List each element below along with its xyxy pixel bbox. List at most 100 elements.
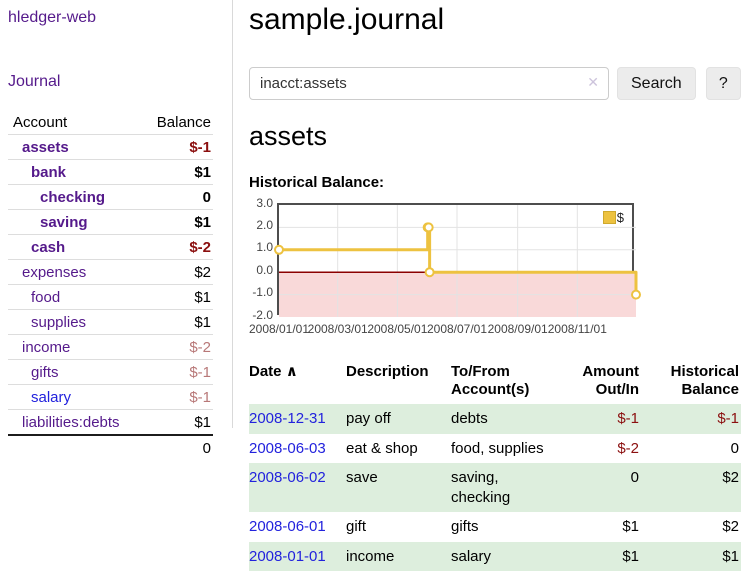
register-header-date: Date ∧ bbox=[249, 362, 298, 380]
account-row: bank $1 bbox=[8, 159, 213, 185]
transaction-accounts: gifts bbox=[451, 518, 479, 536]
account-balance: $-1 bbox=[136, 134, 213, 160]
account-link[interactable]: income bbox=[22, 339, 71, 356]
page-title: sample.journal bbox=[249, 3, 445, 36]
account-balance: 0 bbox=[136, 184, 213, 210]
account-row: salary $-1 bbox=[8, 384, 213, 410]
data-point-marker bbox=[631, 289, 641, 300]
transaction-amount: $1 bbox=[569, 541, 649, 572]
account-row: expenses $2 bbox=[8, 259, 213, 285]
account-link[interactable]: checking bbox=[40, 189, 106, 206]
sidebar-nav: Journal bbox=[8, 73, 232, 91]
account-heading: assets bbox=[249, 121, 328, 151]
account-link[interactable]: expenses bbox=[22, 264, 87, 281]
x-axis-label: 2008/01/01 bbox=[248, 321, 310, 336]
transaction-date-link[interactable]: 2008-06-02 bbox=[249, 469, 326, 487]
x-axis-label: 2008/05/01 bbox=[367, 321, 428, 336]
y-axis-label: 1.0 bbox=[256, 240, 273, 255]
register-header-account: To/From Account(s) bbox=[451, 362, 530, 399]
search-input[interactable] bbox=[249, 67, 609, 100]
sidebar-item-journal[interactable]: Journal bbox=[8, 73, 61, 90]
account-link[interactable]: food bbox=[31, 289, 61, 306]
transaction-row: 2008-12-31 pay off debts $-1 $-1 bbox=[249, 404, 741, 434]
transaction-date-link[interactable]: 2008-12-31 bbox=[249, 410, 326, 428]
account-link[interactable]: salary bbox=[31, 389, 72, 406]
transaction-balance: $2 bbox=[649, 463, 741, 513]
transaction-balance: $1 bbox=[649, 541, 741, 572]
clear-search-icon[interactable]: ✕ bbox=[587, 74, 599, 90]
account-link[interactable]: gifts bbox=[31, 364, 59, 381]
transaction-description: save bbox=[346, 463, 451, 513]
account-balance: $1 bbox=[136, 159, 213, 185]
data-point-marker bbox=[274, 244, 284, 255]
transaction-balance: $2 bbox=[722, 518, 739, 536]
transaction-accounts: food, supplies bbox=[451, 439, 544, 457]
account-row: cash $-2 bbox=[8, 234, 213, 260]
transaction-accounts: debts bbox=[451, 404, 569, 434]
account-link[interactable]: supplies bbox=[31, 314, 87, 331]
account-balance: $-1 bbox=[136, 359, 213, 385]
x-axis-label: 2008/09/01 bbox=[487, 321, 548, 336]
accounts-table: Account Balance assets $-1 bank $1 checking 0… bbox=[8, 110, 213, 460]
x-axis-label: 2008/07/01 bbox=[426, 321, 488, 336]
account-balance: $1 bbox=[136, 209, 213, 235]
data-point-marker bbox=[424, 266, 435, 277]
y-axis-label: -2.0 bbox=[252, 307, 273, 322]
transaction-amount: $-2 bbox=[617, 439, 639, 457]
search-form: ✕ Search ? bbox=[249, 67, 741, 100]
account-balance: $1 bbox=[136, 309, 213, 335]
transaction-amount: $-1 bbox=[569, 404, 649, 434]
legend-swatch-icon bbox=[602, 210, 616, 224]
transaction-row: 2008-01-01 income salary $1 $1 bbox=[249, 541, 741, 572]
x-axis-label: 2008/11/01 bbox=[547, 321, 607, 336]
legend-series-label: $ bbox=[616, 209, 624, 225]
account-balance: $-1 bbox=[136, 384, 213, 410]
transaction-date-link[interactable]: 2008-06-03 bbox=[249, 439, 326, 457]
x-axis-label: 2008/03/01 bbox=[307, 321, 368, 336]
transaction-row: 2008-06-01 gift gifts $1 $2 bbox=[249, 512, 741, 542]
help-button[interactable]: ? bbox=[705, 67, 741, 100]
account-row: checking 0 bbox=[8, 184, 213, 210]
transaction-balance: 0 bbox=[730, 439, 739, 457]
account-link[interactable]: liabilities:debts bbox=[22, 414, 120, 431]
accounts-table-header: Account Balance bbox=[8, 110, 213, 135]
account-row: food $1 bbox=[8, 284, 213, 310]
transaction-row: 2008-06-03 eat & shop food, supplies $-2 0 bbox=[249, 434, 741, 464]
main-content: sample.journal ✕ Search ? assets Histori… bbox=[248, 0, 741, 572]
sort-ascending-icon: ∧ bbox=[285, 362, 298, 380]
search-button[interactable]: Search bbox=[617, 67, 696, 100]
app-title-link[interactable]: hledger-web bbox=[8, 9, 97, 26]
transaction-date-link[interactable]: 2008-01-01 bbox=[249, 547, 326, 565]
register-header-description: Description bbox=[346, 362, 429, 380]
transaction-date-link[interactable]: 2008-06-01 bbox=[249, 518, 326, 536]
accounts-header-balance: Balance bbox=[156, 114, 211, 131]
account-link[interactable]: cash bbox=[31, 239, 66, 256]
account-balance: $-2 bbox=[136, 234, 213, 260]
transaction-amount: 0 bbox=[569, 463, 649, 513]
account-row: saving $1 bbox=[8, 209, 213, 235]
register-table-header: Date ∧ Description To/From Account(s) Am… bbox=[249, 360, 741, 405]
sidebar: hledger-web Journal Account Balance asse… bbox=[0, 0, 233, 460]
account-link[interactable]: bank bbox=[31, 164, 67, 181]
account-row: assets $-1 bbox=[8, 134, 213, 160]
account-balance: $1 bbox=[136, 409, 213, 435]
account-row: supplies $1 bbox=[8, 309, 213, 335]
transaction-description: income bbox=[346, 541, 451, 572]
account-row: income $-2 bbox=[8, 334, 213, 360]
data-point-marker bbox=[423, 222, 434, 233]
transaction-description: eat & shop bbox=[346, 439, 418, 457]
balance-chart: $ 3.0 2.0 1.0 0.0 -1.0 -2.0 2008/01/01 2008/03/… bbox=[248, 195, 741, 340]
register-header-amount: Amount Out/In bbox=[582, 362, 639, 399]
account-link[interactable]: saving bbox=[40, 214, 88, 231]
app-title: hledger-web bbox=[8, 9, 232, 27]
account-link[interactable]: assets bbox=[22, 139, 69, 156]
account-row: liabilities:debts $1 bbox=[8, 409, 213, 435]
register-table: Date ∧ Description To/From Account(s) Am… bbox=[249, 360, 741, 572]
account-row: gifts $-1 bbox=[8, 359, 213, 385]
transaction-accounts: salary bbox=[451, 541, 569, 572]
chart-title: Historical Balance: bbox=[249, 173, 385, 191]
account-balance: $1 bbox=[136, 284, 213, 310]
chart-legend: $ bbox=[602, 209, 624, 225]
y-axis-label: 3.0 bbox=[256, 195, 273, 210]
transaction-description: gift bbox=[346, 518, 367, 536]
